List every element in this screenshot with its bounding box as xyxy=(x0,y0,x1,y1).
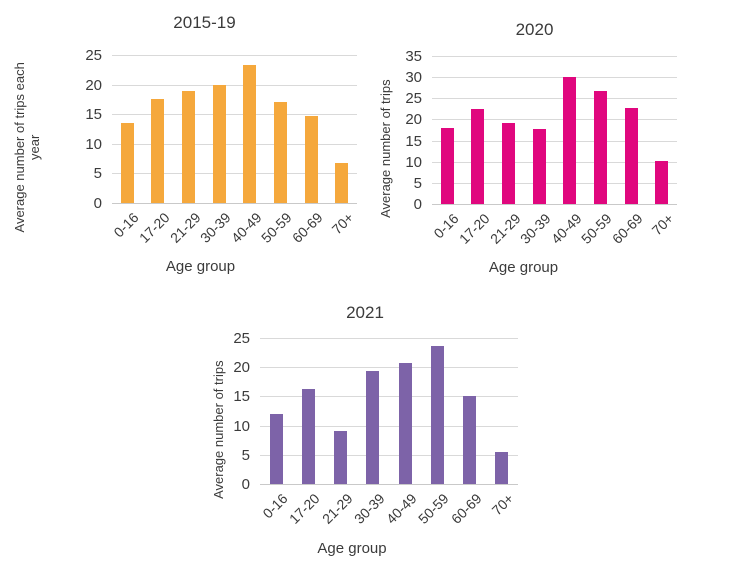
gridline xyxy=(432,98,677,99)
gridline xyxy=(432,183,677,184)
bar-70+ xyxy=(335,163,348,203)
chart-title: 2020 xyxy=(515,20,554,39)
x-axis-label: Age group xyxy=(317,540,387,557)
x-axis-line xyxy=(432,204,677,205)
bar-0-16 xyxy=(121,123,134,203)
bar-17-20 xyxy=(151,99,164,203)
y-tick-label: 15 xyxy=(233,388,250,405)
y-tick-label: 20 xyxy=(405,111,422,128)
y-tick-label: 35 xyxy=(405,48,422,65)
y-tick-label: 15 xyxy=(85,106,102,123)
bar-30-39 xyxy=(213,85,226,203)
gridline xyxy=(260,396,518,397)
bar-21-29 xyxy=(334,431,347,484)
bar-40-49 xyxy=(243,65,256,203)
gridline xyxy=(112,85,357,86)
bar-70+ xyxy=(495,452,508,484)
y-tick-label: 5 xyxy=(413,175,422,192)
y-tick-label: 10 xyxy=(233,418,250,435)
bar-60-69 xyxy=(625,108,638,204)
bar-40-49 xyxy=(563,77,576,204)
x-axis-label: Age group xyxy=(165,258,236,275)
y-tick-label: 20 xyxy=(233,359,250,376)
y-tick-label: 10 xyxy=(405,154,422,171)
bar-50-59 xyxy=(274,102,287,203)
bar-0-16 xyxy=(270,414,283,484)
bar-0-16 xyxy=(441,128,454,204)
y-axis-label: Average number of trips each year xyxy=(11,61,42,232)
bar-60-69 xyxy=(305,116,318,203)
bar-40-49 xyxy=(399,363,412,484)
y-tick-label: 5 xyxy=(93,165,102,182)
gridline xyxy=(112,114,357,115)
y-tick-label: 0 xyxy=(93,195,102,212)
gridline xyxy=(260,367,518,368)
chart-2020: 2020 Average number of trips 0 5 10 15 20 25 3… xyxy=(364,0,729,290)
bar-21-29 xyxy=(502,123,515,204)
y-tick-label: 25 xyxy=(233,330,250,347)
gridline xyxy=(260,338,518,339)
y-tick-label: 0 xyxy=(413,196,422,213)
bar-50-59 xyxy=(431,346,444,484)
y-tick-label: 5 xyxy=(241,447,250,464)
y-tick-label: 15 xyxy=(405,133,422,150)
gridline xyxy=(432,77,677,78)
x-axis-label: Age group xyxy=(488,259,559,276)
bar-30-39 xyxy=(533,129,546,204)
gridline xyxy=(432,141,677,142)
gridline xyxy=(432,119,677,120)
y-tick-label: 25 xyxy=(85,47,102,64)
gridline xyxy=(432,56,677,57)
y-tick-label: 0 xyxy=(241,476,250,493)
x-axis-line xyxy=(112,203,357,204)
y-tick-label: 10 xyxy=(85,136,102,153)
bar-50-59 xyxy=(594,91,607,204)
gridline xyxy=(260,426,518,427)
y-tick-label: 20 xyxy=(85,77,102,94)
gridline xyxy=(112,173,357,174)
chart-title: 2021 xyxy=(346,303,384,322)
bar-70+ xyxy=(655,161,668,204)
chart-2015-19: 2015-19 Average number of trips each yea… xyxy=(0,0,364,290)
gridline xyxy=(432,162,677,163)
bar-17-20 xyxy=(471,109,484,204)
gridline xyxy=(260,455,518,456)
gridline xyxy=(112,55,357,56)
chart-title: 2015-19 xyxy=(173,13,236,32)
bar-30-39 xyxy=(366,371,379,484)
gridline xyxy=(112,144,357,145)
y-tick-label: 30 xyxy=(405,69,422,86)
y-tick-label: 25 xyxy=(405,90,422,107)
chart-2021: 2021 Average number of trips 0 5 10 15 20 25 0… xyxy=(180,290,550,579)
bar-21-29 xyxy=(182,91,195,203)
bar-60-69 xyxy=(463,396,476,484)
bar-17-20 xyxy=(302,389,315,484)
x-axis-line xyxy=(260,484,518,485)
